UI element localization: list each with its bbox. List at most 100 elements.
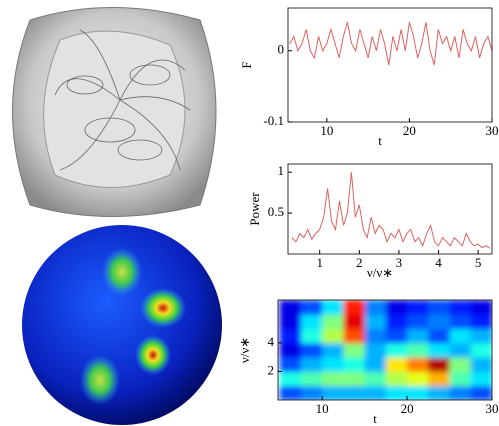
heat-cell: [449, 357, 472, 372]
heat-cell: [364, 300, 387, 315]
heat-cell: [279, 342, 302, 358]
x-tick-label: 20: [401, 401, 414, 416]
heat-cell: [343, 342, 366, 358]
heat-cell: [279, 314, 302, 330]
heat-cell: [322, 357, 344, 372]
y-axis-label: ν/ν∗: [237, 337, 252, 363]
heat-cell: [343, 357, 366, 372]
heat-cell: [428, 314, 451, 330]
y-tick-label: 4: [268, 334, 275, 349]
heat-cell: [343, 300, 366, 315]
y-tick-label: 0: [278, 42, 285, 57]
heat-cell: [300, 357, 323, 372]
x-axis-label: t: [378, 133, 382, 148]
heat-cell: [407, 371, 429, 387]
heat-cell: [428, 342, 451, 358]
x-tick-label: 20: [403, 123, 416, 138]
heat-cell: [407, 328, 429, 344]
heat-cell: [385, 300, 408, 315]
heat-cell: [300, 314, 323, 330]
heat-cell: [407, 342, 429, 358]
heat-cell: [428, 357, 451, 372]
heat-cell: [470, 385, 492, 400]
heat-cell: [470, 314, 492, 330]
heat-cell: [470, 371, 492, 387]
heat-cell: [407, 314, 429, 330]
heat-cell: [364, 385, 387, 400]
x-tick-label: 4: [435, 255, 442, 270]
data-line: [291, 172, 491, 249]
heat-cell: [385, 314, 408, 330]
plot-frame: [287, 163, 493, 255]
heat-cell: [407, 385, 429, 400]
heat-cell: [428, 300, 451, 315]
plot-frame: [287, 7, 493, 123]
heat-cell: [385, 371, 408, 387]
heat-cell: [364, 371, 387, 387]
heat-cell: [279, 385, 302, 400]
x-tick-label: 2: [356, 255, 363, 270]
heat-cell: [343, 385, 366, 400]
data-line: [289, 22, 493, 66]
heat-cell: [364, 342, 387, 358]
heat-cell: [300, 328, 323, 344]
heat-cell: [364, 328, 387, 344]
heat-cell: [407, 357, 429, 372]
heat-cell: [385, 385, 408, 400]
y-tick-label: 1: [278, 163, 285, 178]
field-render: [12, 7, 217, 217]
heat-cell: [428, 371, 451, 387]
heat-cell: [449, 385, 472, 400]
heat-cell: [470, 357, 492, 372]
heat-cell: [279, 300, 302, 315]
y-tick-label: 2: [268, 362, 275, 377]
heat-cell: [322, 328, 344, 344]
heat-cell: [428, 328, 451, 344]
heatmap: [279, 300, 492, 400]
y-axis-label: F: [239, 61, 254, 68]
heat-cell: [279, 371, 302, 387]
heat-cell: [322, 385, 344, 400]
heat-cell: [322, 371, 344, 387]
x-axis-label: t: [373, 411, 377, 426]
y-tick-label: -0.1: [263, 113, 284, 128]
heat-cell: [449, 371, 472, 387]
x-tick-label: 1: [316, 255, 323, 270]
y-tick-label: 0.5: [268, 204, 284, 219]
heat-cell: [449, 300, 472, 315]
heat-cell: [343, 371, 366, 387]
x-tick-label: 10: [320, 123, 333, 138]
heat-cell: [343, 328, 366, 344]
heat-cell: [279, 357, 302, 372]
heat-cell: [385, 357, 408, 372]
heat-cell: [322, 300, 344, 315]
heatmap-cells: [279, 300, 492, 400]
x-tick-label: 3: [396, 255, 403, 270]
heat-cell: [385, 342, 408, 358]
heat-cell: [407, 300, 429, 315]
heat-cell: [470, 300, 492, 315]
y-axis-label: Power: [247, 192, 262, 226]
heat-cell: [449, 328, 472, 344]
sphere-map: [22, 225, 222, 425]
x-tick-label: 10: [316, 401, 329, 416]
heat-cell: [364, 314, 387, 330]
x-tick-label: 30: [486, 123, 499, 138]
x-tick-label: 30: [486, 401, 499, 416]
heat-cell: [300, 342, 323, 358]
heat-cell: [300, 371, 323, 387]
heat-cell: [279, 328, 302, 344]
heat-cell: [470, 342, 492, 358]
heat-cell: [364, 357, 387, 372]
plot-frame: [277, 299, 493, 401]
heat-cell: [449, 314, 472, 330]
heat-cell: [470, 328, 492, 344]
x-tick-label: 5: [475, 255, 482, 270]
heat-cell: [449, 342, 472, 358]
heat-cell: [385, 328, 408, 344]
heat-cell: [300, 300, 323, 315]
heat-cell: [322, 342, 344, 358]
heat-cell: [300, 385, 323, 400]
heat-cell: [343, 314, 366, 330]
